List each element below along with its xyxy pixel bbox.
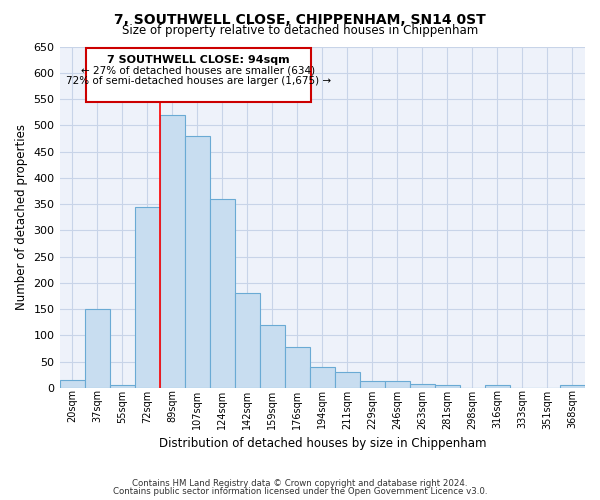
Bar bbox=[185, 136, 209, 388]
Text: 72% of semi-detached houses are larger (1,675) →: 72% of semi-detached houses are larger (… bbox=[66, 76, 331, 86]
Bar bbox=[560, 386, 585, 388]
Bar bbox=[110, 386, 134, 388]
Bar bbox=[285, 347, 310, 388]
Bar bbox=[435, 386, 460, 388]
Text: 7, SOUTHWELL CLOSE, CHIPPENHAM, SN14 0ST: 7, SOUTHWELL CLOSE, CHIPPENHAM, SN14 0ST bbox=[114, 12, 486, 26]
Bar bbox=[385, 381, 410, 388]
Text: 7 SOUTHWELL CLOSE: 94sqm: 7 SOUTHWELL CLOSE: 94sqm bbox=[107, 56, 290, 66]
FancyBboxPatch shape bbox=[86, 48, 311, 102]
Text: Contains public sector information licensed under the Open Government Licence v3: Contains public sector information licen… bbox=[113, 487, 487, 496]
Bar bbox=[335, 372, 360, 388]
Bar bbox=[160, 115, 185, 388]
Bar bbox=[260, 325, 285, 388]
Bar bbox=[134, 206, 160, 388]
X-axis label: Distribution of detached houses by size in Chippenham: Distribution of detached houses by size … bbox=[158, 437, 486, 450]
Bar bbox=[485, 386, 510, 388]
Bar bbox=[209, 199, 235, 388]
Text: ← 27% of detached houses are smaller (634): ← 27% of detached houses are smaller (63… bbox=[82, 66, 316, 76]
Bar bbox=[235, 294, 260, 388]
Bar bbox=[410, 384, 435, 388]
Text: Contains HM Land Registry data © Crown copyright and database right 2024.: Contains HM Land Registry data © Crown c… bbox=[132, 478, 468, 488]
Bar bbox=[59, 380, 85, 388]
Text: Size of property relative to detached houses in Chippenham: Size of property relative to detached ho… bbox=[122, 24, 478, 37]
Bar bbox=[85, 309, 110, 388]
Bar bbox=[360, 381, 385, 388]
Y-axis label: Number of detached properties: Number of detached properties bbox=[15, 124, 28, 310]
Bar bbox=[310, 367, 335, 388]
